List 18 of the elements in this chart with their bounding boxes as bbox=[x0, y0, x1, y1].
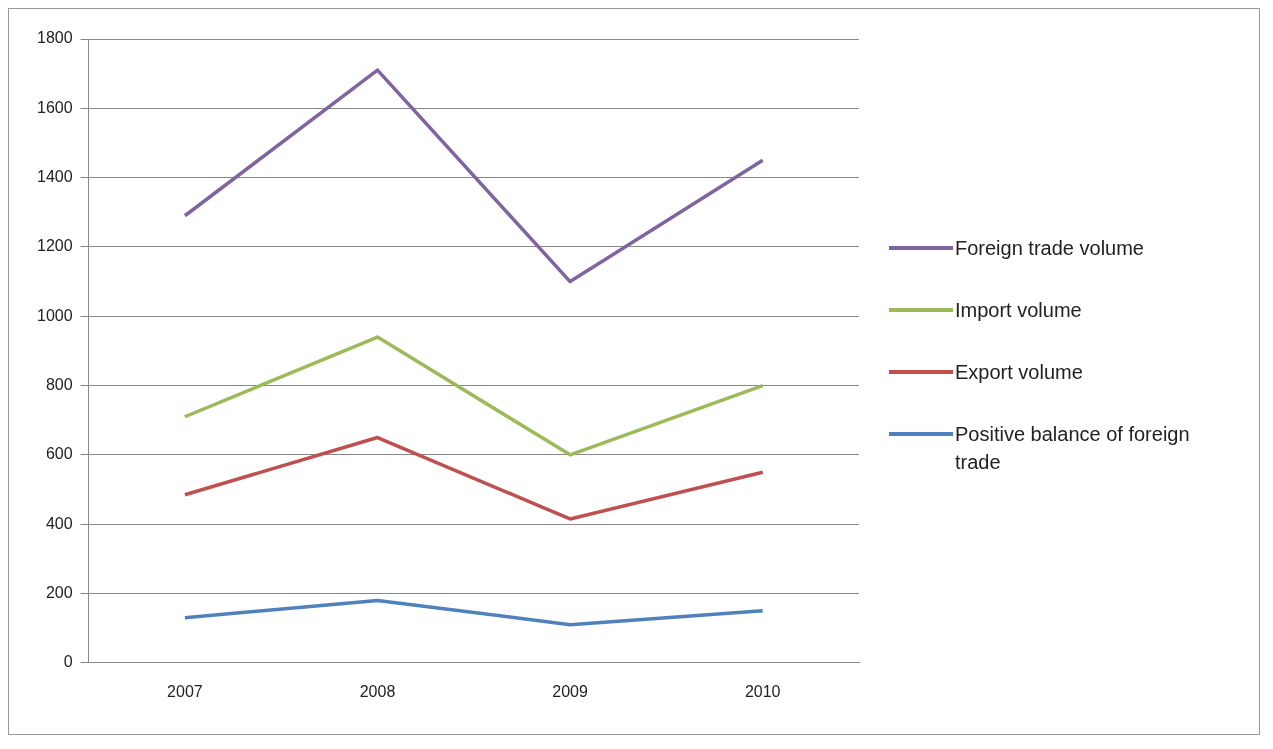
y-tick-label: 400 bbox=[45, 514, 73, 532]
legend-label: Positive balance of foreign trade bbox=[955, 421, 1191, 475]
y-tick-label: 1200 bbox=[37, 237, 73, 255]
legend-label: Export volume bbox=[955, 359, 1084, 385]
y-tick-label: 800 bbox=[45, 375, 73, 393]
y-tick-label: 0 bbox=[63, 653, 73, 671]
legend-label: Foreign trade volume bbox=[955, 235, 1145, 261]
legend-label: Import volume bbox=[955, 297, 1083, 323]
x-tick-label: 2007 bbox=[167, 682, 203, 700]
x-tick-label: 2010 bbox=[744, 682, 781, 700]
y-tick-label: 1400 bbox=[37, 168, 73, 186]
x-tick-label: 2009 bbox=[552, 682, 588, 700]
y-tick-label: 200 bbox=[45, 583, 73, 601]
y-tick-label: 1800 bbox=[37, 29, 73, 47]
y-tick-label: 600 bbox=[45, 445, 73, 463]
y-tick-label: 1600 bbox=[37, 98, 73, 116]
x-tick-label: 2008 bbox=[359, 682, 396, 700]
y-tick-label: 1000 bbox=[37, 306, 73, 324]
